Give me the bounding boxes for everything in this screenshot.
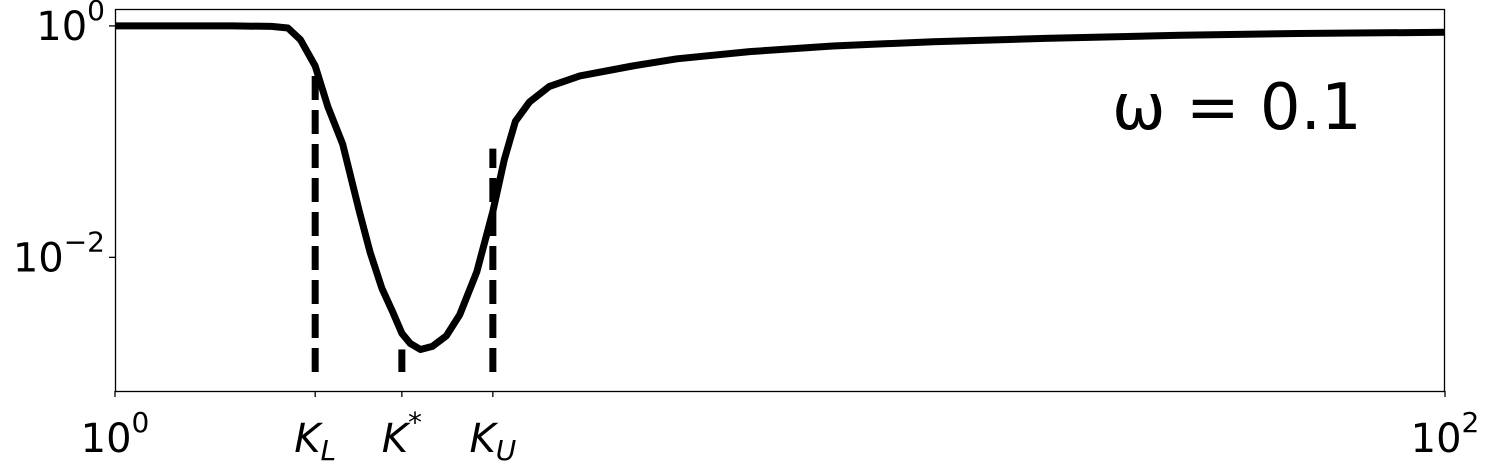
omega-annotation: ω = 0.1 (1112, 71, 1362, 145)
x-tick-label: K* (382, 406, 422, 462)
x-tick-label: 100 (81, 406, 150, 462)
series-line-1 (115, 22, 1446, 353)
plot-frame (114, 8, 1446, 393)
x-tick-label: KL (294, 416, 336, 467)
y-tick-label: 100 (36, 0, 105, 50)
axes: 100 KL K* KU 102 100 10−2 (13, 0, 1480, 467)
y-tick-label: 10−2 (13, 225, 105, 281)
x-tick-label: KU (469, 416, 516, 467)
x-tick-label: 102 (1411, 406, 1480, 462)
plot-area (115, 22, 1446, 372)
